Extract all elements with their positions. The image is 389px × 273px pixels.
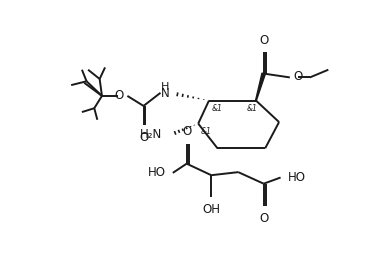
Text: &1: &1 <box>212 104 223 113</box>
Text: H₂N: H₂N <box>140 128 162 141</box>
Text: O: O <box>183 125 192 138</box>
Text: O: O <box>260 212 269 225</box>
Polygon shape <box>256 73 265 101</box>
Text: O: O <box>114 89 124 102</box>
Text: O: O <box>260 34 269 47</box>
Text: O: O <box>140 131 149 144</box>
Text: HO: HO <box>148 167 166 179</box>
Text: O: O <box>294 70 303 83</box>
Text: H: H <box>161 82 169 92</box>
Text: &1: &1 <box>200 127 211 136</box>
Text: OH: OH <box>202 203 220 216</box>
Text: &1: &1 <box>247 104 258 113</box>
Text: HO: HO <box>287 171 305 184</box>
Text: N: N <box>161 87 170 100</box>
